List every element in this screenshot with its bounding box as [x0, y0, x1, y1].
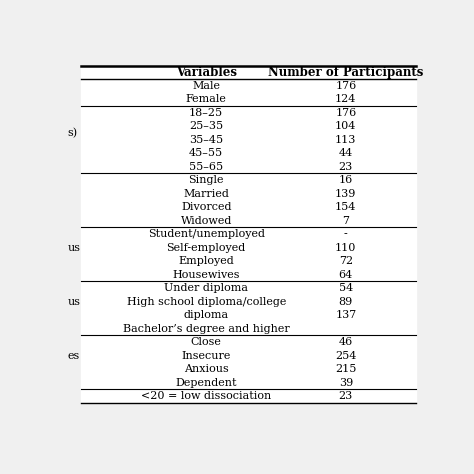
- Text: Divorced: Divorced: [181, 202, 231, 212]
- Text: Variables: Variables: [176, 66, 237, 79]
- Text: us: us: [67, 297, 80, 307]
- Text: 139: 139: [335, 189, 356, 199]
- Text: <20 = low dissociation: <20 = low dissociation: [141, 391, 271, 401]
- Text: s): s): [67, 128, 77, 138]
- Text: 176: 176: [335, 81, 356, 91]
- Text: 23: 23: [338, 162, 353, 172]
- Text: 46: 46: [338, 337, 353, 347]
- Text: 154: 154: [335, 202, 356, 212]
- Text: 45–55: 45–55: [189, 148, 223, 158]
- Text: Employed: Employed: [178, 256, 234, 266]
- Text: 25–35: 25–35: [189, 121, 223, 131]
- Text: 64: 64: [338, 270, 353, 280]
- Text: 18–25: 18–25: [189, 108, 223, 118]
- Text: 124: 124: [335, 94, 356, 104]
- Text: Student/unemployed: Student/unemployed: [148, 229, 264, 239]
- Text: Single: Single: [189, 175, 224, 185]
- Text: 137: 137: [335, 310, 356, 320]
- Text: Male: Male: [192, 81, 220, 91]
- Text: 113: 113: [335, 135, 356, 145]
- Text: 55–65: 55–65: [189, 162, 223, 172]
- Text: Female: Female: [186, 94, 227, 104]
- Text: 110: 110: [335, 243, 356, 253]
- Text: 44: 44: [338, 148, 353, 158]
- Text: 16: 16: [338, 175, 353, 185]
- Text: 89: 89: [338, 297, 353, 307]
- Text: 39: 39: [338, 378, 353, 388]
- Text: Widowed: Widowed: [181, 216, 232, 226]
- Text: us: us: [67, 243, 80, 253]
- Text: 215: 215: [335, 364, 356, 374]
- Text: 72: 72: [339, 256, 353, 266]
- Text: Self-employed: Self-employed: [166, 243, 246, 253]
- Text: High school diploma/college: High school diploma/college: [127, 297, 286, 307]
- Text: 23: 23: [338, 391, 353, 401]
- Text: Insecure: Insecure: [182, 351, 231, 361]
- Text: 104: 104: [335, 121, 356, 131]
- Text: diploma: diploma: [183, 310, 229, 320]
- Text: Number of Participants: Number of Participants: [268, 66, 423, 79]
- Text: Housewives: Housewives: [173, 270, 240, 280]
- Text: Dependent: Dependent: [175, 378, 237, 388]
- Text: Under diploma: Under diploma: [164, 283, 248, 293]
- Text: Bachelor’s degree and higher: Bachelor’s degree and higher: [123, 324, 290, 334]
- Text: -: -: [344, 229, 347, 239]
- Text: Close: Close: [191, 337, 222, 347]
- Text: 176: 176: [335, 108, 356, 118]
- Text: 54: 54: [338, 283, 353, 293]
- Text: Married: Married: [183, 189, 229, 199]
- Text: 254: 254: [335, 351, 356, 361]
- Text: 7: 7: [342, 216, 349, 226]
- Text: Anxious: Anxious: [184, 364, 228, 374]
- Text: es: es: [67, 351, 80, 361]
- Text: 35–45: 35–45: [189, 135, 223, 145]
